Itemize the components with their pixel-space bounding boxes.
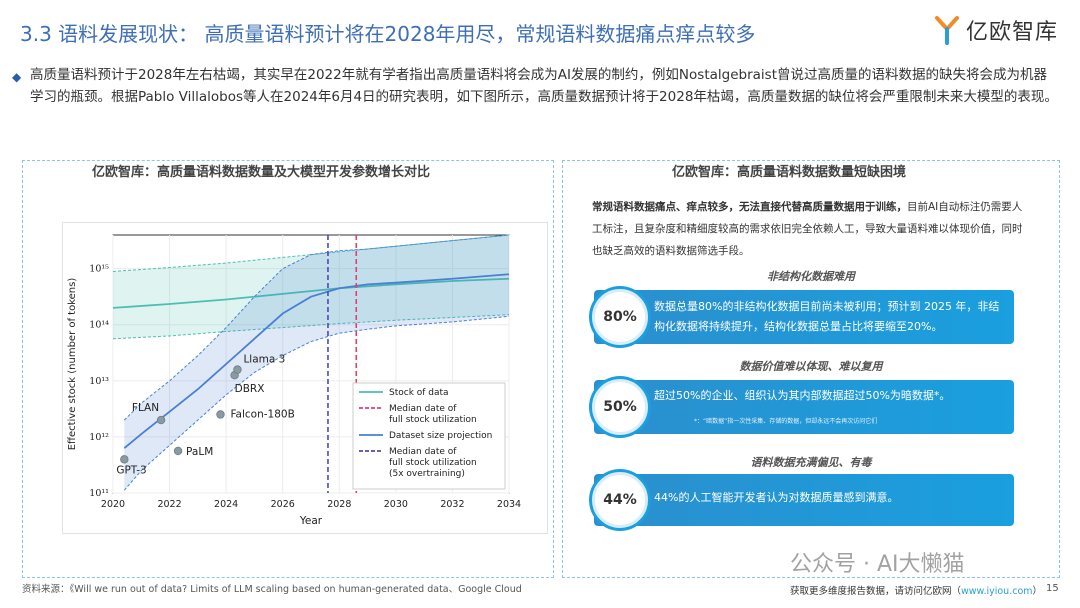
card-footnote: *：“暗数据”指一次性采集、存储的数据，但却永远不会再次访问它们 — [694, 418, 878, 425]
legend-box — [352, 382, 506, 490]
y-tick-label: 10¹⁴ — [89, 320, 109, 331]
legend-label: (5x overtraining) — [389, 469, 465, 479]
y-tick-label: 10¹¹ — [89, 488, 109, 499]
card-bias: 44%的人工智能开发者认为对数据质量感到满意。 — [594, 474, 1014, 526]
intro-text: 高质量语料预计于2028年左右枯竭，其实早在2022年就有学者指出高质量语料将会… — [30, 67, 1058, 105]
y-tick-label: 10¹⁵ — [89, 264, 109, 275]
series-band-lower — [112, 314, 510, 340]
series-band-lower — [123, 315, 510, 491]
chart-container: GPT-3 FLAN PaLM Falcon-180B DBRX Llama 3 2020 2… — [62, 222, 548, 534]
model-label: Llama 3 — [243, 354, 285, 366]
model-label: PaLM — [186, 446, 213, 458]
series-band — [124, 235, 510, 491]
card-text: 超过50%的企业、组织认为其内部数据超过50%为暗数据*。 — [654, 389, 951, 402]
page-number: 15 — [1046, 583, 1059, 594]
data-stock-chart: GPT-3 FLAN PaLM Falcon-180B DBRX Llama 3 2020 2… — [67, 234, 521, 527]
description-rest: 目前AI自动标注仍需要人工标注，且复杂度和精细度较高的需求依旧完全依赖人工，导致… — [592, 201, 1023, 257]
footer-prefix: 获取更多维度报告数据，请访问亿欧网（ — [790, 586, 962, 597]
series-line — [123, 273, 510, 449]
percent-badge: 80% — [592, 289, 648, 345]
model-point — [216, 410, 225, 419]
right-panel — [562, 160, 1060, 578]
legend-label: Median date of — [389, 404, 457, 414]
model-label: GPT-3 — [116, 464, 146, 476]
percent-badge: 50% — [592, 379, 648, 435]
x-tick-label: 2020 — [101, 499, 125, 510]
legend-label: Dataset size projection — [389, 431, 492, 441]
footer-more: 获取更多维度报告数据，请访问亿欧网（www.iyiou.com） — [790, 583, 1042, 597]
x-tick-label: 2022 — [157, 499, 181, 510]
legend-label: Stock of data — [389, 388, 449, 398]
diamond-bullet-icon: ◆ — [12, 70, 22, 84]
x-axis-label: Year — [299, 515, 323, 527]
model-point — [156, 415, 166, 425]
logo-text: 亿欧智库 — [965, 20, 1058, 45]
page-title: 3.3 语料发展现状： 高质量语料预计将在2028年用尽，常规语料数据痛点痒点较… — [20, 22, 756, 46]
card-text: 44%的人工智能开发者认为对数据质量感到满意。 — [654, 491, 899, 504]
series-line — [112, 277, 510, 309]
x-tick-label: 2032 — [440, 499, 464, 510]
watermark: 公众号 · AI大懒猫 — [790, 552, 965, 577]
card-dark-data: 超过50%的企业、组织认为其内部数据超过50%为暗数据*。 *：“暗数据”指一次… — [594, 380, 1014, 434]
intro-paragraph: ◆ 高质量语料预计于2028年左右枯竭，其实早在2022年就有学者指出高质量语料… — [12, 64, 1060, 108]
x-tick-label: 2034 — [497, 499, 521, 510]
x-tick-label: 2030 — [384, 499, 408, 510]
card-unstructured: 数据总量80%的非结构化数据目前尚未被利用；预计到 2025 年，非结构化数据将… — [594, 290, 1014, 344]
model-point — [233, 365, 242, 374]
x-tick-label: 2024 — [214, 499, 238, 510]
section-label-unstructured: 非结构化数据难用 — [767, 270, 855, 283]
legend-label: full stock utilization — [389, 458, 477, 468]
legend-label: Median date of — [389, 447, 457, 457]
y-axis-label: Effective stock (number of tokens) — [67, 278, 78, 451]
yiou-logo-icon — [934, 16, 959, 45]
section-label-bias: 语料数据充满偏见、有毒 — [750, 456, 872, 469]
right-description: 常规语料数据痛点、痒点较多，无法直接代替高质量数据用于训练，目前AI自动标注仍需… — [592, 196, 1032, 262]
series-band-upper — [112, 234, 510, 272]
x-tick-label: 2028 — [327, 499, 351, 510]
footer-link[interactable]: www.iyiou.com — [961, 586, 1033, 597]
y-tick-label: 10¹² — [89, 432, 109, 443]
x-tick-label: 2026 — [271, 499, 295, 510]
y-tick-label: 10¹³ — [89, 376, 109, 387]
footer-suffix: ） — [1032, 586, 1043, 597]
left-panel — [22, 160, 554, 578]
logo: 亿欧智库 — [934, 14, 1058, 46]
card-text: 数据总量80%的非结构化数据目前尚未被利用；预计到 2025 年，非结构化数据将… — [654, 300, 1000, 333]
legend-label: full stock utilization — [389, 415, 477, 425]
description-bold: 常规语料数据痛点、痒点较多，无法直接代替高质量数据用于训练， — [592, 201, 907, 213]
series-band — [113, 235, 509, 339]
right-panel-title: 亿欧智库：高质量语料数据数量短缺困境 — [672, 165, 907, 180]
model-label: Falcon-180B — [230, 408, 294, 420]
series-band-upper — [123, 234, 510, 421]
left-panel-title: 亿欧智库：高质量语料数据数量及大模型开发参数增长对比 — [92, 165, 431, 180]
percent-badge: 44% — [592, 472, 648, 528]
source-note: 资料来源：《Will we run out of data? Limits of… — [22, 584, 522, 595]
model-label: FLAN — [132, 402, 159, 414]
model-label: DBRX — [235, 383, 265, 395]
model-point — [173, 446, 183, 456]
section-label-dark-data: 数据价值难以体现、难以复用 — [739, 360, 883, 373]
model-point — [120, 455, 129, 464]
